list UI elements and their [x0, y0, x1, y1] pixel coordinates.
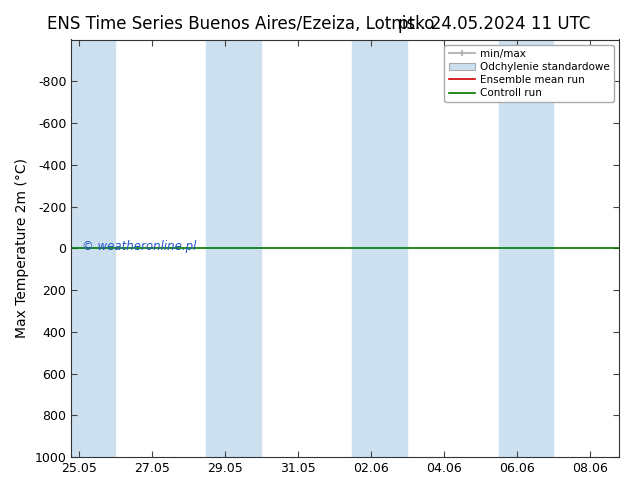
Legend: min/max, Odchylenie standardowe, Ensemble mean run, Controll run: min/max, Odchylenie standardowe, Ensembl… — [444, 45, 614, 102]
Text: pt.. 24.05.2024 11 UTC: pt.. 24.05.2024 11 UTC — [398, 15, 591, 33]
Bar — [353, 40, 407, 457]
Bar — [207, 40, 261, 457]
Y-axis label: Max Temperature 2m (°C): Max Temperature 2m (°C) — [15, 158, 29, 338]
Text: © weatheronline.pl: © weatheronline.pl — [82, 240, 197, 253]
Bar — [498, 40, 553, 457]
Bar — [60, 40, 115, 457]
Text: ENS Time Series Buenos Aires/Ezeiza, Lotnisko: ENS Time Series Buenos Aires/Ezeiza, Lot… — [47, 15, 435, 33]
